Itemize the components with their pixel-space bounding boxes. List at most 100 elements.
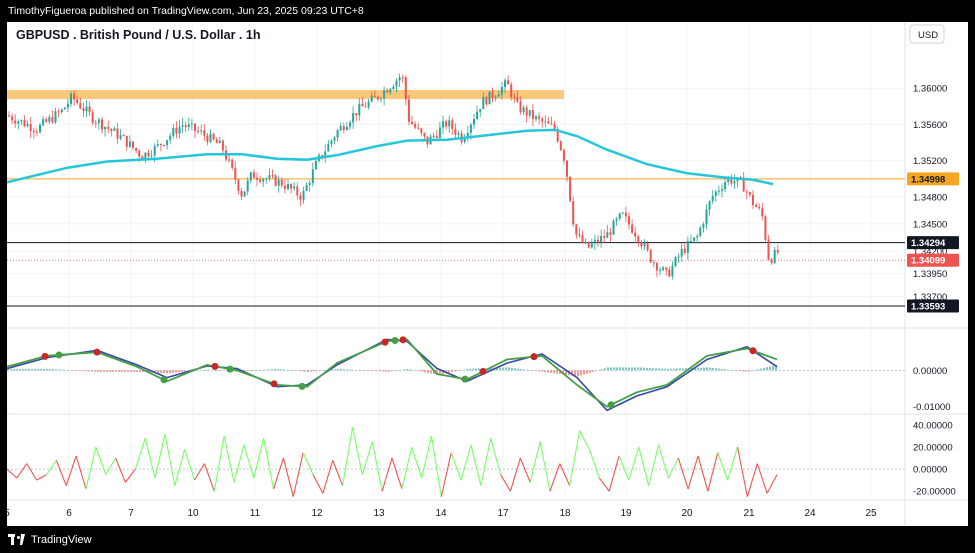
candle-body [615, 218, 618, 221]
macd-histogram-bar [580, 370, 582, 376]
macd-histogram-bar [337, 368, 339, 371]
macd-pane[interactable] [6, 336, 905, 412]
macd-histogram-bar [79, 370, 81, 371]
macd-histogram-bar [622, 367, 624, 371]
macd-histogram-bar [442, 370, 444, 374]
candle-body [17, 121, 20, 124]
cci-segment [648, 444, 660, 486]
currency-badge[interactable] [909, 24, 945, 44]
cci-segment [125, 468, 136, 483]
macd-histogram-bar [103, 370, 105, 372]
macd-histogram-bar [331, 369, 333, 371]
macd-cross-dot [391, 337, 399, 345]
macd-histogram-bar [73, 370, 75, 371]
macd-histogram-bar [574, 370, 576, 376]
cci-segment [65, 455, 77, 486]
macd-histogram-bar [664, 368, 666, 371]
macd-histogram-bar [667, 368, 669, 371]
macd-histogram-bar [49, 368, 51, 371]
macd-histogram-bar [535, 370, 537, 371]
chart-canvas[interactable]: 5 6 7 10 11 12 13 14 17 18 19 20 21 24 25 1.36000 1.3560… [4, 22, 968, 526]
candle-body [392, 86, 395, 90]
macd-histogram-bar [592, 370, 594, 372]
macd-histogram-bar [640, 367, 642, 371]
macd-histogram-bar [625, 367, 627, 371]
macd-histogram-bar [589, 370, 591, 373]
macd-histogram-bar [538, 370, 540, 372]
price-pane[interactable] [6, 73, 905, 307]
candle-body [572, 201, 575, 225]
macd-histogram-bar [430, 370, 432, 374]
candle-body [70, 93, 72, 104]
x-tick-label: 13 [373, 508, 385, 519]
candle-body [448, 120, 451, 127]
candle-body [748, 192, 751, 195]
candle-body [262, 179, 265, 182]
macd-histogram-bar [412, 369, 414, 371]
candle-body [128, 141, 131, 147]
candle-body [203, 130, 206, 136]
candle-body [420, 128, 423, 133]
macd-histogram-bar [655, 368, 657, 371]
candle-body [277, 179, 280, 186]
publisher-line: TimothyFigueroa published on TradingView… [8, 5, 364, 17]
candle-body [668, 269, 671, 277]
price-tag [907, 172, 959, 186]
candle-body [119, 135, 122, 139]
candle-body [674, 257, 677, 266]
macd-histogram-bar [118, 370, 120, 372]
macd-histogram-bar [727, 369, 729, 371]
candle-body [581, 234, 584, 243]
candle-body [721, 189, 723, 191]
candle-body [476, 111, 479, 120]
macd-histogram-bar [613, 367, 615, 371]
cci-segment [559, 463, 571, 486]
macd-histogram-bar [733, 370, 735, 371]
macd-histogram-bar [160, 370, 162, 374]
x-tick-label: 17 [497, 508, 509, 519]
chart-area[interactable]: 5 6 7 10 11 12 13 14 17 18 19 20 21 24 25 1.36000 1.3560… [4, 22, 968, 526]
candle-body [714, 191, 717, 196]
x-tick-label: 11 [250, 508, 261, 519]
price-tick-label: 1.34500 [913, 219, 947, 230]
candle-body [389, 89, 392, 93]
candle-body [401, 77, 404, 79]
macd-histogram-bar [439, 370, 441, 375]
candle-body [73, 93, 76, 100]
cci-pane[interactable] [6, 427, 905, 497]
candle-body [544, 121, 547, 123]
cci-segment [322, 460, 334, 494]
macd-histogram-bar [610, 367, 612, 371]
macd-histogram-bar [631, 367, 633, 371]
candle-body [287, 184, 289, 189]
candle-body [107, 126, 110, 129]
candle-body [76, 99, 79, 103]
candle-body [364, 106, 367, 108]
macd-histogram-bar [109, 370, 111, 372]
macd-histogram-bar [475, 368, 477, 371]
candle-body [32, 130, 35, 132]
macd-cross-dot [226, 365, 234, 373]
macd-histogram-bar [598, 370, 600, 371]
cci-segment [253, 438, 265, 479]
candle-body [488, 91, 491, 105]
macd-histogram-bar [181, 370, 183, 372]
candle-body [166, 140, 169, 146]
candle-body [593, 239, 596, 244]
cci-segment [115, 457, 126, 483]
price-tick-label: 1.35200 [913, 156, 947, 167]
candle-body [643, 243, 646, 247]
macd-histogram-bar [340, 369, 342, 371]
macd-histogram-bar [286, 369, 288, 371]
cci-segment [312, 474, 324, 494]
candle-body [352, 113, 355, 123]
macd-histogram-bar [586, 370, 588, 374]
cci-segment [223, 435, 235, 483]
candle-body [745, 191, 748, 193]
candle-body [212, 133, 215, 140]
macd-histogram-bar [82, 370, 84, 371]
macd-histogram-bar [565, 370, 567, 375]
macd-histogram-bar [763, 367, 765, 371]
candle-body [194, 123, 196, 131]
macd-histogram-bar [616, 367, 618, 371]
